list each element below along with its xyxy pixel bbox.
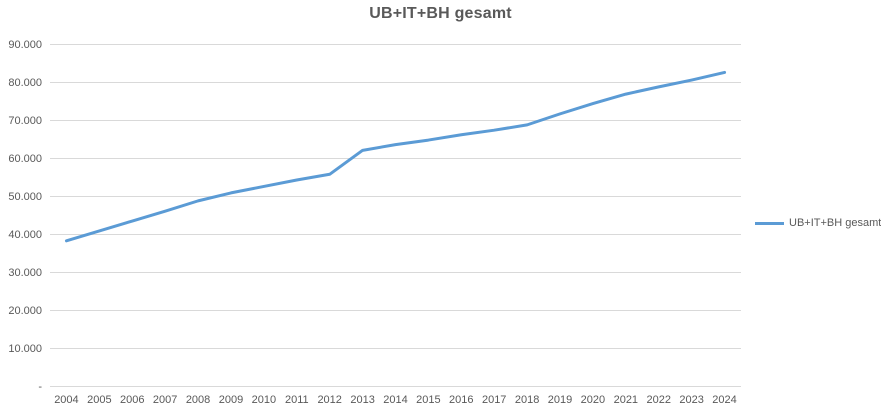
x-axis-tick-label: 2023 xyxy=(679,394,704,406)
x-axis-tick-label: 2017 xyxy=(481,394,507,406)
x-axis-tick-label: 2008 xyxy=(185,394,211,406)
y-axis-tick-label: 10.000 xyxy=(8,342,42,355)
x-axis-tick-label: 2021 xyxy=(613,394,639,406)
x-axis-tick-label: 2020 xyxy=(580,394,606,406)
x-axis-tick-label: 2018 xyxy=(514,394,540,406)
x-axis-tick-label: 2011 xyxy=(284,394,309,406)
x-axis-tick-label: 2004 xyxy=(54,394,79,406)
y-axis-tick-label: 70.000 xyxy=(8,114,42,127)
y-axis-tick-label: 60.000 xyxy=(8,152,42,165)
legend-label: UB+IT+BH gesamt xyxy=(789,217,881,229)
x-axis-tick-label: 2024 xyxy=(712,394,737,406)
y-axis-tick-label: 40.000 xyxy=(8,228,42,241)
legend-line-marker-icon xyxy=(755,221,784,225)
y-axis-tick-label: - xyxy=(38,380,42,393)
x-axis-tick-label: 2012 xyxy=(317,394,342,406)
x-axis-tick-label: 2015 xyxy=(416,394,441,406)
x-axis-tick-label: 2005 xyxy=(87,394,112,406)
y-axis-tick-label: 90.000 xyxy=(8,38,42,51)
x-axis-tick-label: 2006 xyxy=(120,394,145,406)
x-axis-tick-label: 2007 xyxy=(152,394,178,406)
x-axis-tick-label: 2010 xyxy=(251,394,277,406)
x-axis-tick-label: 2016 xyxy=(449,394,474,406)
x-axis-tick-label: 2022 xyxy=(646,394,671,406)
y-axis-tick-label: 30.000 xyxy=(8,266,42,279)
legend: UB+IT+BH gesamt xyxy=(755,217,881,229)
y-axis-tick-label: 80.000 xyxy=(8,76,42,89)
y-axis-tick-label: 50.000 xyxy=(8,190,42,203)
chart-title: UB+IT+BH gesamt xyxy=(369,5,512,22)
y-axis-tick-label: 20.000 xyxy=(8,304,42,317)
x-axis-tick-label: 2014 xyxy=(383,394,408,406)
series-line xyxy=(64,70,727,243)
x-axis-tick-label: 2013 xyxy=(350,394,375,406)
x-axis-tick-label: 2019 xyxy=(547,394,573,406)
x-axis-tick-label: 2009 xyxy=(218,394,244,406)
